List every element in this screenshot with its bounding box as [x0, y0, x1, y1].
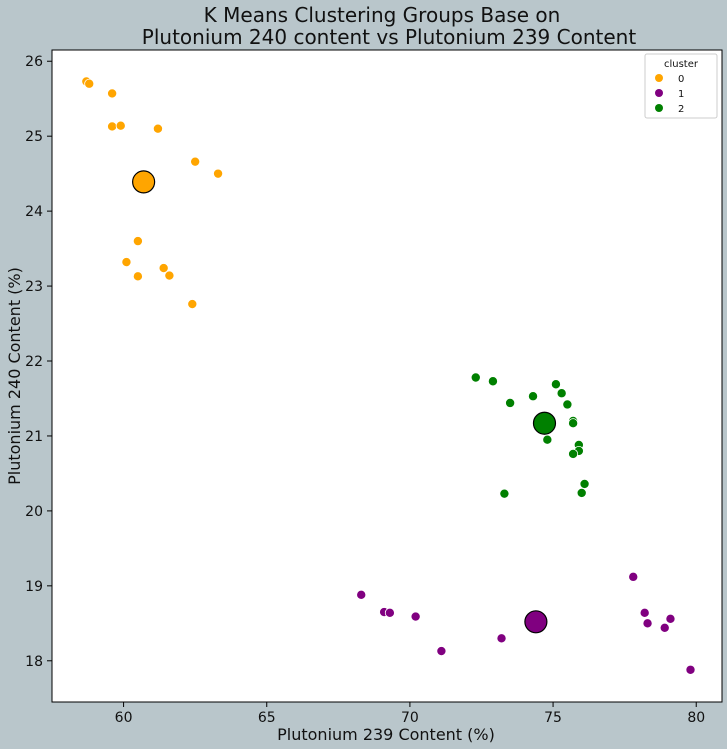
cluster-2-point	[568, 418, 579, 429]
cluster-0-point	[152, 123, 163, 134]
x-tick-label: 70	[401, 710, 419, 726]
cluster-2-point	[550, 379, 561, 390]
cluster-1-point	[642, 618, 653, 629]
cluster-1-point	[384, 607, 395, 618]
cluster-0-point	[107, 88, 118, 99]
cluster-1-point	[436, 646, 447, 657]
y-tick-label: 22	[25, 354, 43, 370]
plot-area	[51, 49, 723, 703]
cluster-0-point	[132, 271, 143, 282]
y-tick-label: 18	[25, 654, 43, 670]
cluster-1-point	[410, 611, 421, 622]
cluster-2-point	[470, 372, 481, 383]
chart-title: K Means Clustering Groups Base on Pluton…	[142, 3, 637, 49]
chart-title-line-2: Plutonium 240 content vs Plutonium 239 C…	[142, 25, 637, 49]
cluster-1-point	[685, 664, 696, 675]
y-tick-label: 26	[25, 54, 43, 70]
cluster-0-point	[84, 78, 95, 89]
cluster-2-point	[579, 478, 590, 489]
cluster-1-point	[639, 607, 650, 618]
x-axis-label: Plutonium 239 Content (%)	[277, 725, 495, 744]
data-points	[81, 76, 696, 675]
x-tick-label: 65	[258, 710, 276, 726]
cluster-2-point	[528, 391, 539, 402]
cluster-0-point	[187, 299, 198, 310]
y-tick-label: 23	[25, 279, 43, 295]
cluster-2-point	[505, 397, 516, 408]
cluster-0-point	[190, 156, 201, 167]
y-tick-label: 19	[25, 579, 43, 595]
legend-marker-1	[655, 89, 663, 97]
chart-title-line-1: K Means Clustering Groups Base on	[204, 3, 561, 27]
legend-entries: 0 1 2	[655, 74, 684, 115]
y-tick-label: 24	[25, 204, 43, 220]
x-tick-label: 60	[115, 710, 133, 726]
cluster-0-point	[158, 263, 169, 274]
y-tick-label: 20	[25, 504, 43, 520]
cluster-2-point	[562, 399, 573, 410]
cluster-1-point	[665, 613, 676, 624]
legend-label-1: 1	[678, 89, 684, 100]
x-tick-label: 75	[544, 710, 562, 726]
x-axis: 60 65 70 75 80	[115, 702, 705, 726]
legend-title: cluster	[664, 59, 699, 70]
legend-marker-2	[655, 104, 663, 112]
cluster-2-point	[568, 448, 579, 459]
cluster-2-centroid	[532, 411, 557, 435]
legend: cluster 0 1 2	[644, 53, 718, 119]
legend-box	[644, 53, 718, 119]
cluster-2-point	[487, 376, 498, 387]
cluster-0-point	[132, 236, 143, 247]
legend-marker-0	[655, 74, 663, 82]
legend-label-0: 0	[678, 74, 684, 85]
cluster-1-point	[659, 622, 670, 633]
cluster-1-point	[356, 589, 367, 600]
y-axis-label: Plutonium 240 Content (%)	[5, 267, 24, 485]
cluster-0-point	[164, 270, 175, 281]
cluster-2-point	[499, 488, 510, 499]
y-tick-label: 21	[25, 429, 43, 445]
cluster-0-point	[121, 257, 132, 268]
cluster-0-point	[213, 168, 224, 179]
cluster-0-point	[107, 121, 118, 132]
legend-label-2: 2	[678, 104, 684, 115]
x-tick-label: 80	[687, 710, 705, 726]
cluster-2-point	[556, 388, 567, 399]
cluster-1-point	[496, 633, 507, 644]
cluster-0-centroid	[132, 170, 156, 194]
cluster-2-point	[542, 434, 553, 445]
cluster-0-point	[115, 120, 126, 131]
y-tick-label: 25	[25, 129, 43, 145]
cluster-centroids	[132, 170, 557, 634]
cluster-1-centroid	[524, 610, 548, 634]
cluster-2-point	[576, 487, 587, 498]
y-axis: 18 19 20 21 22 23 24 25 26	[25, 54, 52, 670]
cluster-1-point	[628, 571, 639, 582]
